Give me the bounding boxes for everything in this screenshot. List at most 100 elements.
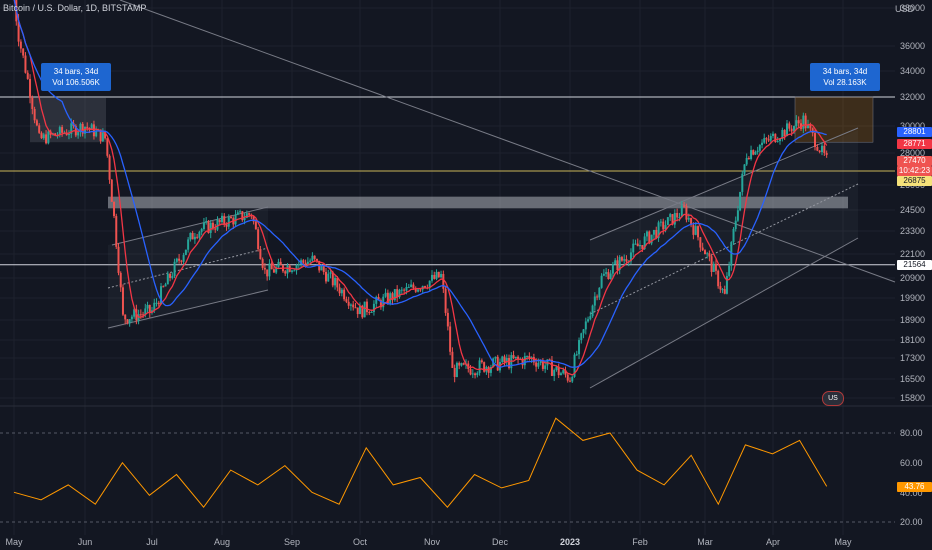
candle-body (375, 297, 378, 304)
candle-body (772, 133, 774, 136)
candle-body (90, 124, 93, 130)
candle-body (732, 229, 735, 243)
candle-body (407, 286, 410, 288)
candle-body (239, 211, 242, 213)
candle-body (728, 265, 731, 277)
month-label: Jun (78, 537, 93, 547)
candle-body (79, 123, 82, 133)
candle-body (153, 302, 156, 311)
candle-body (29, 78, 32, 98)
candle-body (205, 221, 208, 223)
candle-body (671, 214, 674, 225)
candle-body (458, 362, 461, 366)
candle-body (35, 120, 38, 126)
symbol-title[interactable]: Bitcoin / U.S. Dollar, 1D, BITSTAMP (3, 3, 147, 13)
candle-body (263, 267, 266, 270)
candle-body (648, 231, 651, 244)
candle-body (478, 360, 481, 373)
candle-body (685, 206, 688, 220)
channel-1-fill (108, 207, 268, 330)
month-label: Nov (424, 537, 441, 547)
ma-slow-line (13, 0, 827, 368)
candle-body (396, 289, 399, 298)
month-label: Aug (214, 537, 230, 547)
candle-body (320, 266, 323, 271)
candle-body (54, 133, 57, 136)
candle-body (725, 276, 728, 294)
candle-body (343, 289, 346, 300)
candle-body (148, 304, 151, 313)
candle-body (234, 214, 237, 225)
candle-body (730, 242, 733, 266)
candle-body (433, 274, 436, 279)
candle-body (331, 272, 334, 286)
candle-body (678, 217, 681, 219)
candle-body (821, 145, 823, 153)
candle-body (189, 232, 192, 240)
candle-body (795, 120, 798, 127)
candle-body (734, 220, 737, 230)
candle-body (494, 356, 497, 359)
candle-body (414, 288, 417, 292)
candle-body (636, 243, 639, 247)
candle-body (739, 191, 742, 211)
candle-body (673, 213, 676, 225)
candle-body (745, 158, 748, 165)
rsi-line (13, 417, 828, 509)
candle-body (297, 264, 300, 266)
candle-body (121, 287, 124, 315)
month-label: Jul (146, 537, 158, 547)
rsi-value-badge: 43.76 (897, 482, 932, 492)
candle-body (683, 205, 686, 207)
candle-body (616, 260, 619, 271)
candle-body (723, 289, 726, 294)
candle-body (645, 231, 648, 237)
price-tick-label: 20900 (900, 273, 925, 283)
candle-body (304, 262, 307, 266)
candle-body (207, 221, 210, 233)
candle-body (169, 273, 172, 278)
candle-body (793, 126, 795, 132)
candle-body (24, 55, 27, 73)
candle-body (783, 129, 786, 137)
ma-slow-badge: 28801 (897, 127, 932, 137)
candle-body (517, 356, 520, 359)
candle-body (451, 351, 454, 368)
candle-body (117, 246, 120, 273)
candle-body (259, 249, 262, 260)
candle-body (92, 124, 95, 137)
price-tick-label: 18100 (900, 335, 925, 345)
candle-body (641, 245, 644, 249)
measure-vol-2: Vol 28.163K (823, 78, 867, 87)
candle-body (623, 259, 626, 261)
events-flag-icon[interactable]: US (822, 391, 844, 406)
candle-body (275, 267, 278, 273)
candle-body (802, 115, 805, 129)
candle-body (38, 125, 41, 133)
candle-body (816, 146, 819, 151)
candle-body (528, 356, 531, 359)
price-tick-label: 36000 (900, 41, 925, 51)
candle-body (84, 126, 86, 134)
candle-body (130, 316, 133, 320)
candle-body (214, 228, 217, 230)
candle-body (779, 139, 781, 142)
candle-body (666, 217, 669, 226)
candle-body (431, 274, 433, 281)
channel-2-low (589, 237, 859, 389)
candle-body (86, 126, 89, 128)
candle-body (221, 215, 223, 223)
candle-body (652, 229, 655, 235)
candle-body (710, 256, 713, 272)
candle-body (781, 129, 784, 140)
candle-body (786, 123, 788, 137)
candle-body (144, 308, 147, 315)
candle-body (99, 129, 102, 142)
candle-body (363, 301, 366, 318)
candle-body (126, 319, 129, 324)
candle-body (503, 356, 506, 363)
candle-body (230, 216, 233, 219)
candle-body (708, 253, 711, 257)
candle-body (349, 304, 352, 306)
